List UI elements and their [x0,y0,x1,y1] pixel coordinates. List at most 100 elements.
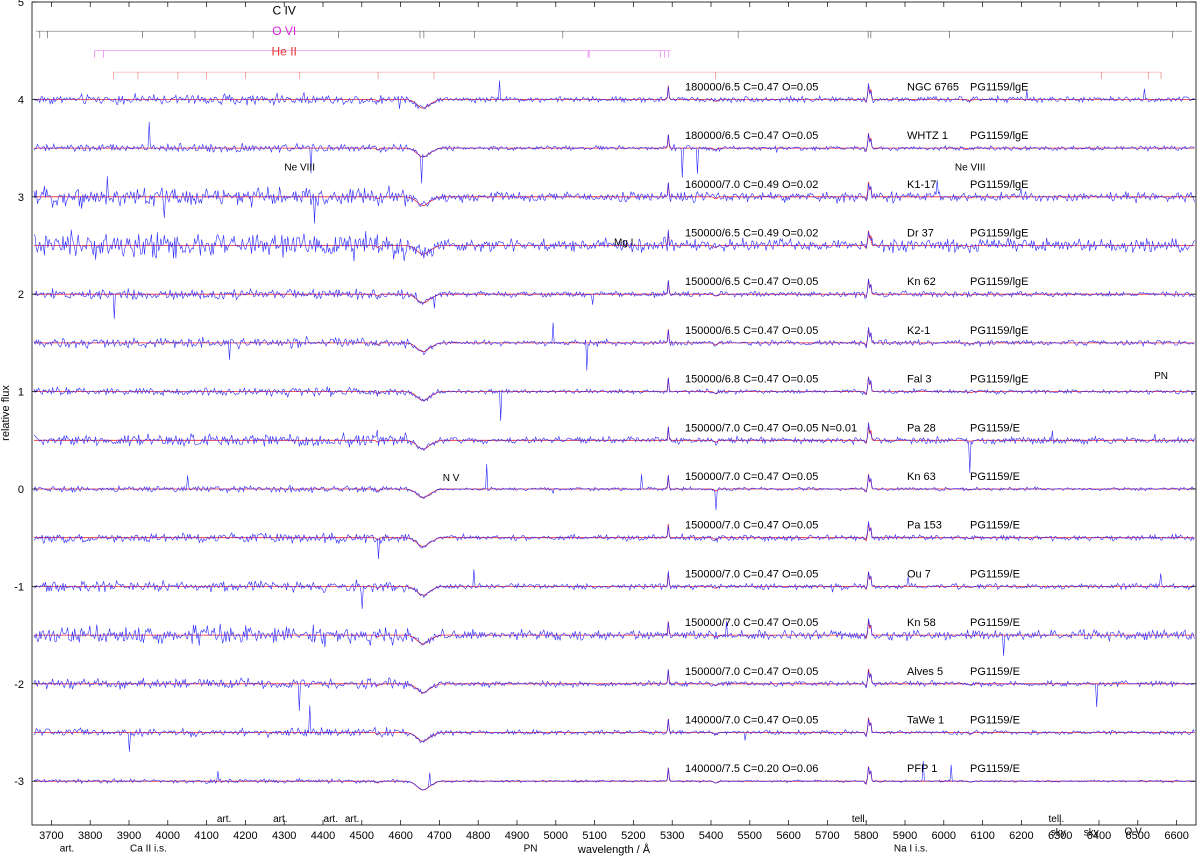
observed-spectrum [33,669,1195,711]
observed-spectrum [33,618,1195,656]
annotation-label: PN [1154,371,1168,382]
spectrum-params-label: 140000/7.0 C=0.47 O=0.05 [685,714,818,726]
model-spectrum [33,474,1195,499]
observed-spectrum [33,229,1195,262]
annotation-label: sky [1084,828,1099,839]
x-tick-label: 6200 [1009,830,1033,842]
spectrum-object-label: Kn 58 [907,617,936,629]
annotation-label: art. [217,814,231,825]
x-tick-label: 4200 [233,830,257,842]
x-tick-label: 5600 [776,830,800,842]
x-tick-label: 5900 [893,830,917,842]
y-tick-label: -1 [14,581,24,593]
y-tick-label: 4 [18,94,24,106]
spectrum-params-label: 150000/6.5 C=0.47 O=0.05 [685,325,818,337]
observed-spectrum [33,463,1195,511]
spectrum-params-label: 160000/7.0 C=0.49 O=0.02 [685,179,818,191]
observed-spectrum [33,569,1195,609]
x-tick-label: 4500 [350,830,374,842]
x-tick-label: 6400 [1087,830,1111,842]
observed-spectrum [33,121,1195,184]
x-tick-label: 4600 [388,830,412,842]
spectrum-object-label: Kn 62 [907,276,936,288]
spectrum-object-label: Dr 37 [907,227,934,239]
spectrum-object-label: Ou 7 [907,568,931,580]
spectrum-params-label: 150000/6.5 C=0.47 O=0.05 [685,276,818,288]
annotation-label: sky [1051,828,1066,839]
spectrum-params-label: 150000/7.0 C=0.47 O=0.05 [685,666,818,678]
annotations: Ne VIII Ne VIII Mg I N V PN art. Ca II i.s. art… [60,162,1168,854]
spectrum-params-label: 140000/7.5 C=0.20 O=0.06 [685,763,818,775]
y-tick-label: -2 [14,679,24,691]
x-tick-label: 5800 [854,830,878,842]
spectrum-class-label: PG1159/E [970,471,1020,483]
observed-spectrum [33,80,1195,110]
line-id-label: He II [272,45,297,59]
line-id-label: C IV [273,4,296,18]
x-tick-label: 4900 [505,830,529,842]
spectrum-class-label: PG1159/E [970,422,1020,434]
spectrum-object-label: Kn 63 [907,471,936,483]
spectrum-object-label: Fal 3 [907,374,931,386]
x-tick-label: 6100 [970,830,994,842]
annotation-label: Mg I [614,237,633,248]
model-spectrum [33,668,1195,693]
spectrum-class-label: PG1159/lgE [970,227,1029,239]
x-tick-label: 6000 [932,830,956,842]
spectrum-labels: 180000/6.5 C=0.47 O=0.05 NGC 6765 PG1159/l… [685,81,1029,775]
annotation-label: O V [1125,827,1143,838]
spectrum-params-label: 150000/6.5 C=0.49 O=0.02 [685,227,818,239]
x-tick-label: 5300 [660,830,684,842]
spectrum-class-label: PG1159/lgE [970,374,1029,386]
annotation-label: art. [273,814,287,825]
x-tick-label: 4800 [466,830,490,842]
spectrum-object-label: Pa 153 [907,520,942,532]
annotation-label: Ne VIII [955,162,986,173]
spectrum-object-label: PFP 1 [907,763,937,775]
spectrum-class-label: PG1159/lgE [970,130,1029,142]
model-spectrum [33,425,1195,450]
spectrum-class-label: PG1159/E [970,568,1020,580]
x-tick-label: 5000 [544,830,568,842]
annotation-label: tell. [852,814,868,825]
spectrum-params-label: 150000/7.0 C=0.47 O=0.05 [685,520,818,532]
annotation-label: PN [524,843,538,854]
spectrum-object-label: WHTZ 1 [907,130,948,142]
annotation-label: Ne VIII [284,162,315,173]
annotation-label: art. [60,843,74,854]
x-tick-label: 4700 [427,830,451,842]
plot-frame [31,1,1197,826]
spectrum-class-label: PG1159/lgE [970,276,1029,288]
model-spectrum [33,571,1195,596]
spectrum-params-label: 150000/6.8 C=0.47 O=0.05 [685,374,818,386]
annotation-label: tell. [1049,814,1065,825]
y-tick-label: 0 [18,484,24,496]
y-axis-label: relative flux [0,385,12,441]
y-tick-label: 1 [18,387,24,399]
spectrum-object-label: K2-1 [907,325,930,337]
spectrum-params-label: 150000/7.0 C=0.47 O=0.05 [685,568,818,580]
model-spectrum [33,620,1195,645]
spectrum-class-label: PG1159/lgE [970,81,1029,93]
spectrum-class-label: PG1159/E [970,666,1020,678]
x-tick-label: 3800 [78,830,102,842]
x-tick-label: 4100 [194,830,218,842]
y-tick-label: 5 [18,0,24,9]
spectrum-class-label: PG1159/E [970,617,1020,629]
observed-spectra [33,80,1195,791]
y-tick-label: -3 [14,776,24,788]
spectrum-params-label: 180000/6.5 C=0.47 O=0.05 [685,130,818,142]
spectrum-params-label: 180000/6.5 C=0.47 O=0.05 [685,81,818,93]
spectrum-class-label: PG1159/lgE [970,179,1029,191]
observed-spectrum [33,322,1195,371]
model-spectrum [33,522,1195,547]
spectrum-class-label: PG1159/E [970,714,1020,726]
observed-spectrum [33,705,1195,752]
observed-spectrum [33,521,1195,560]
observed-spectrum [33,761,1195,791]
x-tick-label: 6300 [1048,830,1072,842]
x-tick-label: 6600 [1164,830,1188,842]
y-tick-label: 3 [18,192,24,204]
x-tick-label: 4400 [311,830,335,842]
